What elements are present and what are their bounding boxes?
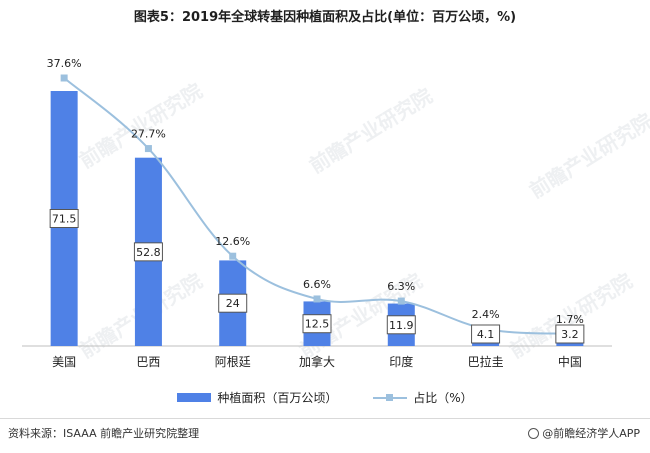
legend-item-line: 占比（%）: [373, 389, 473, 406]
bar-value-label: 52.8: [136, 246, 161, 259]
line-point-label: 12.6%: [215, 235, 250, 248]
x-tick-label: 印度: [389, 354, 413, 369]
brand-credit-text: @前瞻经济学人APP: [542, 427, 640, 440]
legend-line-swatch: [373, 393, 408, 402]
bar-value-box: [302, 314, 332, 334]
line-point: [60, 74, 68, 82]
legend: 种植面积（百万公顷） 占比（%）: [0, 389, 650, 406]
x-tick-label: 加拿大: [299, 354, 335, 369]
line-point-label: 6.6%: [303, 278, 331, 291]
brand-logo-icon: [528, 428, 540, 439]
line-point: [313, 295, 321, 303]
bar-value-box: [471, 324, 501, 344]
x-tick-label: 美国: [52, 355, 76, 369]
legend-bar-label: 种植面积（百万公顷）: [217, 391, 338, 405]
bar-value-label: 71.5: [52, 213, 77, 226]
line-point-label: 6.3%: [387, 280, 415, 293]
legend-line-label: 占比（%）: [413, 391, 473, 405]
brand-credit: @前瞻经济学人APP: [528, 425, 640, 441]
x-tick-label: 中国: [558, 354, 582, 369]
line-point-label: 27.7%: [131, 128, 166, 141]
legend-item-bar: 种植面积（百万公顷）: [177, 389, 337, 406]
legend-bar-swatch: [177, 393, 212, 402]
line-point: [229, 252, 237, 260]
bar-value-label: 3.2: [561, 328, 579, 341]
chart-svg: 37.6% 27.7% 12.6% 6.6% 6.3% 2.4% 1.7% 71.5 52.8 2…: [22, 57, 612, 369]
footer-divider: [0, 418, 650, 419]
x-tick-label: 巴拉圭: [468, 354, 504, 369]
line-point: [144, 145, 152, 153]
line-point-label: 37.6%: [47, 57, 82, 70]
source-note: 资料来源：ISAAA 前瞻产业研究院整理: [8, 427, 200, 440]
x-tick-label: 巴西: [136, 355, 160, 369]
bar-value-box: [218, 293, 248, 313]
bar-value-box: [555, 324, 585, 344]
bar-value-label: 11.9: [389, 319, 414, 332]
bar-value-box: [133, 242, 163, 262]
line-point-label: 1.7%: [556, 313, 584, 326]
bar-value-box: [49, 209, 79, 228]
line-point-label: 2.4%: [472, 308, 500, 321]
bar-value-label: 24: [226, 297, 240, 310]
x-tick-label: 阿根廷: [215, 355, 251, 369]
line-point: [397, 297, 405, 305]
chart-title: 图表5：2019年全球转基因种植面积及占比(单位：百万公顷，%): [133, 10, 517, 25]
bar-value-box: [386, 315, 416, 335]
bar-value-label: 4.1: [477, 328, 495, 341]
bar-value-label: 12.5: [305, 318, 330, 331]
